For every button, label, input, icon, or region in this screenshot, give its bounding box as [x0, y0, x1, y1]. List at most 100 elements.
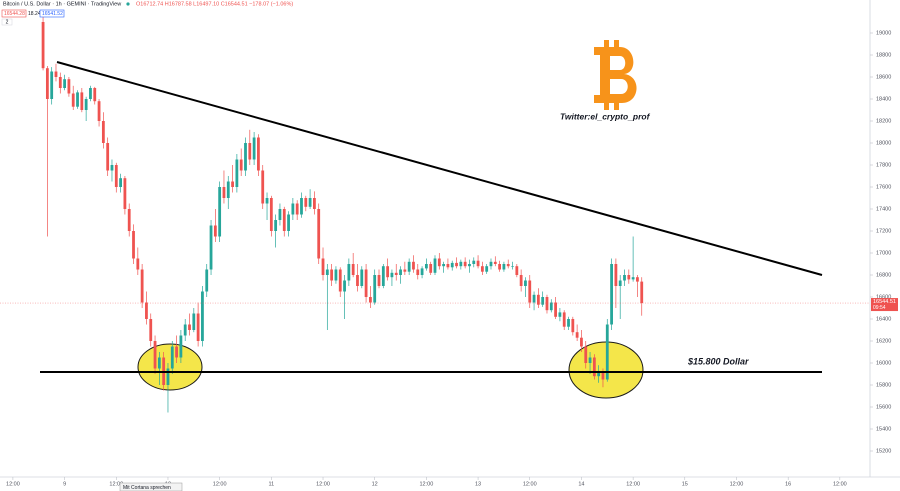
x-tick-label: 15	[682, 481, 688, 487]
y-tick-label: 18400	[876, 96, 891, 102]
candle-body	[114, 165, 118, 187]
candle-body	[528, 280, 532, 303]
indicator-count[interactable]: 2	[6, 19, 9, 25]
last-price-box	[871, 298, 898, 312]
candle-body	[377, 275, 381, 286]
candle-body	[459, 261, 463, 267]
candle-body	[183, 324, 187, 336]
candle-body	[205, 269, 209, 292]
candle-body	[437, 258, 441, 267]
candle-body	[334, 269, 338, 281]
candle-body	[511, 266, 514, 267]
candle-body	[93, 88, 97, 102]
candle-body	[627, 275, 631, 280]
candle-body	[412, 261, 415, 270]
candle-body	[502, 264, 506, 270]
highlight-ellipse	[137, 343, 203, 391]
candle-body	[119, 178, 122, 187]
x-tick-label: 14	[578, 481, 584, 487]
candle-body	[429, 264, 433, 273]
candle-body	[571, 319, 575, 333]
candle-body	[446, 264, 450, 268]
buy-box[interactable]	[39, 9, 65, 18]
candle-body	[373, 275, 377, 303]
candle-body	[213, 225, 217, 237]
candle-body	[300, 198, 303, 215]
y-tick-label: 17600	[876, 184, 891, 190]
candle-body	[80, 92, 84, 110]
x-tick-label: 12:00	[626, 481, 640, 487]
candle-body	[545, 297, 549, 311]
candle-body	[597, 371, 601, 377]
symbol-title: Bitcoin / U.S. Dollar · 1h · GEMINI · Tr…	[3, 1, 121, 7]
candle-body	[278, 209, 282, 220]
candle-body	[317, 209, 321, 259]
candle-body	[476, 260, 480, 267]
x-tick-label: 12:00	[730, 481, 744, 487]
candle-body	[71, 93, 75, 107]
y-tick-label: 18200	[876, 118, 891, 124]
market-status	[126, 2, 130, 6]
candle-body	[368, 297, 372, 303]
candle-body	[390, 272, 394, 278]
candle-body	[261, 170, 265, 204]
y-tick-label: 16000	[876, 360, 891, 366]
y-tick-label: 16800	[876, 272, 891, 278]
candle-body	[592, 357, 596, 377]
candle-body	[455, 262, 458, 267]
sell-price[interactable]: 16544.28	[4, 11, 25, 17]
candle-body	[110, 165, 114, 171]
candle-body	[351, 264, 355, 275]
candle-body	[239, 159, 243, 171]
sell-box[interactable]	[1, 9, 27, 18]
candle-body	[209, 225, 213, 270]
author-label: Twitter:el_crypto_prof	[560, 111, 651, 121]
candle-body	[381, 266, 385, 286]
y-tick-label: 15200	[876, 448, 891, 454]
candle-body	[347, 264, 351, 281]
candle-body	[394, 272, 398, 275]
y-tick-label: 15800	[876, 382, 891, 388]
candle-body	[231, 181, 234, 187]
bitcoin-logo	[594, 40, 637, 110]
candle-body	[575, 332, 579, 338]
candle-body	[274, 220, 278, 231]
candle-body	[196, 313, 200, 341]
candle-body	[101, 121, 105, 143]
candle-body	[287, 214, 290, 231]
y-tick-label: 18600	[876, 74, 891, 80]
candle-body	[201, 291, 204, 341]
spread: 18.24	[28, 11, 41, 17]
candle-body	[170, 346, 174, 369]
candle-body	[313, 198, 316, 209]
candle-body	[252, 137, 256, 160]
candle-body	[489, 261, 493, 267]
candle-body	[364, 269, 368, 297]
candle-body	[541, 297, 545, 305]
candle-body	[188, 324, 191, 330]
candle-body	[89, 88, 92, 99]
candle-body	[153, 341, 157, 369]
x-tick-label: 12:00	[523, 481, 537, 487]
candle-body	[631, 277, 635, 280]
candle-body	[588, 357, 592, 363]
level-label: $15.800 Dollar	[687, 356, 749, 366]
candle-body	[192, 313, 196, 330]
candle-body	[179, 335, 183, 358]
candle-body	[325, 269, 329, 275]
candle-body	[549, 302, 553, 311]
indicator-toggle[interactable]	[1, 18, 13, 26]
buy-price[interactable]: 16541.52	[42, 11, 63, 17]
candle-body	[640, 281, 644, 304]
candle-body	[558, 312, 562, 317]
candle-body	[532, 294, 536, 303]
axes: 15200 15400 15600 15800 16000 16200 16400 16600…	[6, 30, 891, 487]
candle-body	[330, 269, 334, 281]
x-tick-label: 12	[372, 481, 378, 487]
candle-body	[610, 264, 613, 325]
candle-body	[493, 261, 497, 264]
y-tick-label: 15600	[876, 404, 891, 410]
candle-body	[506, 264, 510, 267]
x-tick-label: 12:00	[109, 481, 123, 487]
